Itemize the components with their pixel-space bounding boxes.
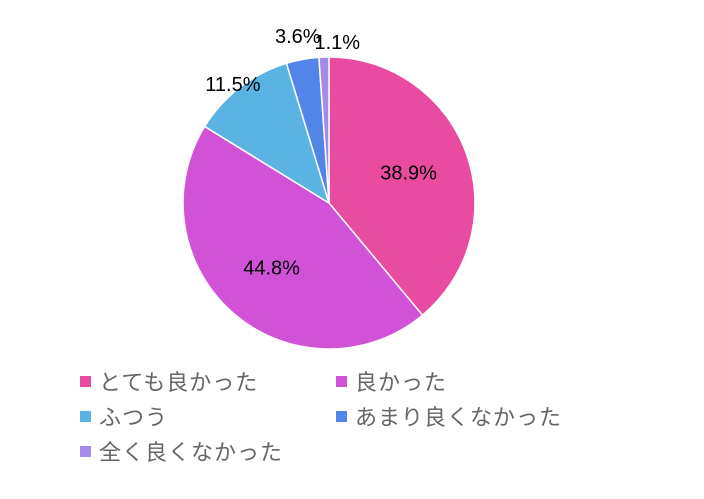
legend-label: 良かった bbox=[355, 371, 448, 396]
legend-label: あまり良くなかった bbox=[355, 406, 563, 431]
legend-swatch bbox=[80, 375, 91, 387]
legend-item-mattaku-yokunakatta: 全く良くなかった bbox=[80, 436, 283, 466]
legend-swatch bbox=[336, 375, 347, 387]
pie-slice bbox=[318, 56, 330, 204]
pie-slice bbox=[203, 62, 331, 205]
legend-swatch bbox=[80, 445, 91, 457]
slice-data-label: 3.6% bbox=[275, 26, 321, 48]
legend-item-yokatta: 良かった bbox=[336, 366, 447, 396]
legend-swatch bbox=[80, 410, 91, 422]
pie-slice bbox=[328, 56, 476, 317]
legend-label: ふつう bbox=[99, 406, 169, 431]
legend-item-totemo-yokatta: とても良かった bbox=[80, 366, 258, 396]
legend-item-futsuu: ふつう bbox=[80, 401, 168, 431]
legend-label: とても良かった bbox=[99, 371, 259, 396]
slice-data-label: 44.8% bbox=[243, 257, 300, 279]
legend-label: 全く良くなかった bbox=[99, 441, 284, 466]
legend-swatch bbox=[336, 410, 347, 422]
slice-data-label: 38.9% bbox=[380, 162, 437, 184]
slice-data-label: 11.5% bbox=[205, 74, 260, 96]
pie-slice bbox=[182, 125, 424, 350]
legend-item-amari-yokunakatta: あまり良くなかった bbox=[336, 401, 562, 431]
slice-data-label: 1.1% bbox=[315, 32, 361, 54]
